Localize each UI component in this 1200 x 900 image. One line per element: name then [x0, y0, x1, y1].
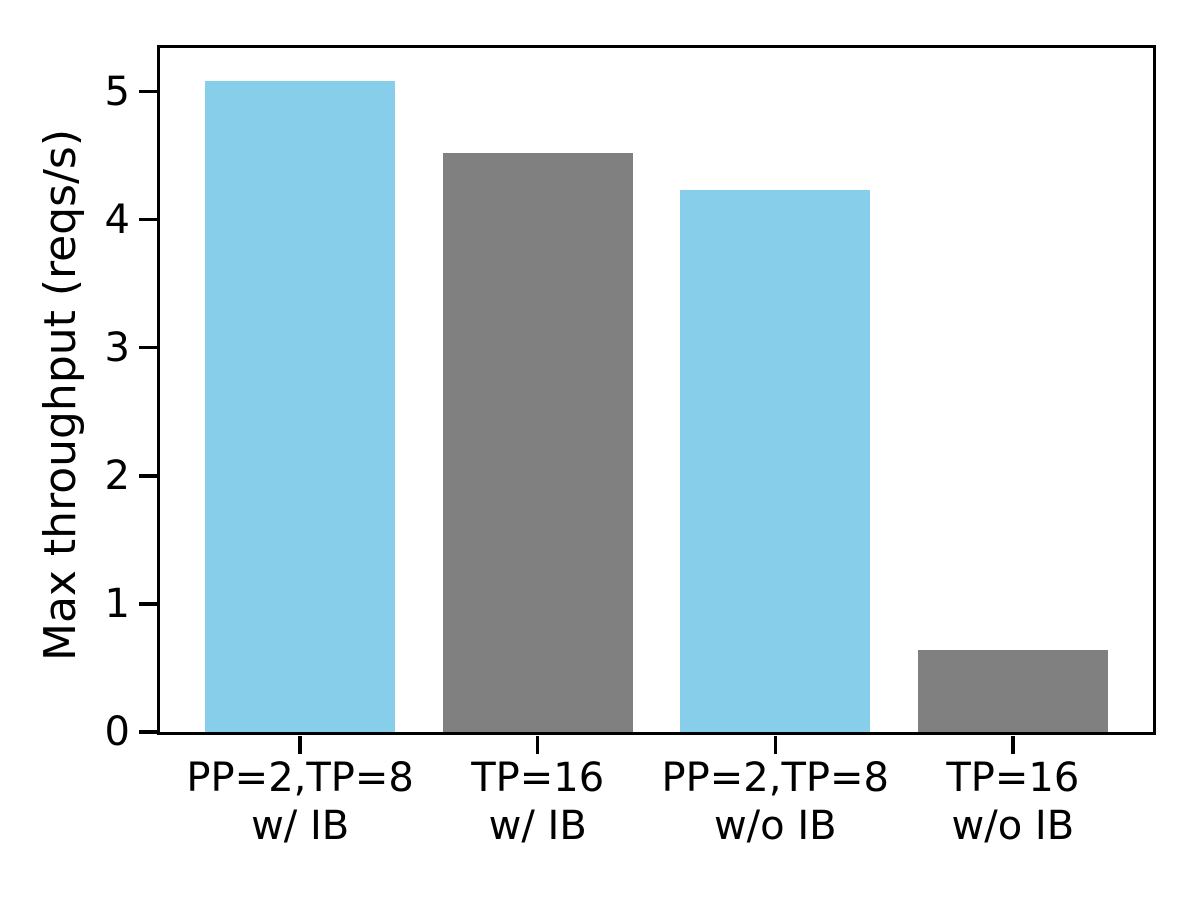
bar-2	[680, 190, 871, 732]
x-tick-mark-2	[773, 735, 778, 754]
y-tick-label-0: 0	[104, 709, 130, 755]
x-tick-label-line: TP=16	[946, 755, 1080, 801]
x-tick-label-0: PP=2,TP=8 w/ IB	[186, 754, 413, 850]
y-tick-mark-3	[138, 345, 157, 350]
x-tick-mark-1	[535, 735, 540, 754]
x-tick-label-line: w/ IB	[251, 803, 350, 849]
x-tick-label-line: PP=2,TP=8	[661, 755, 889, 801]
bar-3	[917, 650, 1108, 732]
x-tick-label-2: PP=2,TP=8 w/o IB	[662, 754, 889, 850]
y-tick-mark-5	[138, 89, 157, 94]
y-tick-label-4: 4	[104, 196, 130, 243]
x-tick-mark-0	[298, 735, 302, 754]
plot-area: 0 1 2 3 4 5 PP=2,TP=8 w/ IB TP=16 w/ IB PP=2,TP=8 w…	[105, 45, 1156, 849]
y-tick-label-1: 1	[104, 580, 130, 627]
bar-1	[442, 153, 633, 732]
x-tick-label-1: TP=16 w/ IB	[471, 754, 604, 850]
x-tick-mark-3	[1011, 735, 1015, 754]
y-tick-label-2: 2	[104, 452, 130, 499]
bar-0	[205, 81, 396, 732]
y-tick-label-5: 5	[104, 68, 130, 115]
y-tick-label-3: 3	[104, 324, 130, 371]
x-tick-label-line: w/ IB	[488, 803, 587, 849]
y-axis-label: Max throughput (reqs/s)	[35, 128, 86, 662]
y-tick-mark-4	[138, 217, 157, 222]
x-tick-label-line: PP=2,TP=8	[186, 755, 414, 801]
x-tick-label-line: TP=16	[471, 755, 605, 801]
x-tick-label-line: w/o IB	[951, 803, 1075, 849]
x-tick-label-line: w/o IB	[713, 803, 837, 849]
y-tick-mark-2	[138, 474, 157, 478]
y-tick-mark-1	[138, 602, 157, 606]
y-tick-mark-0	[138, 730, 157, 734]
x-tick-label-3: TP=16 w/o IB	[946, 754, 1079, 850]
